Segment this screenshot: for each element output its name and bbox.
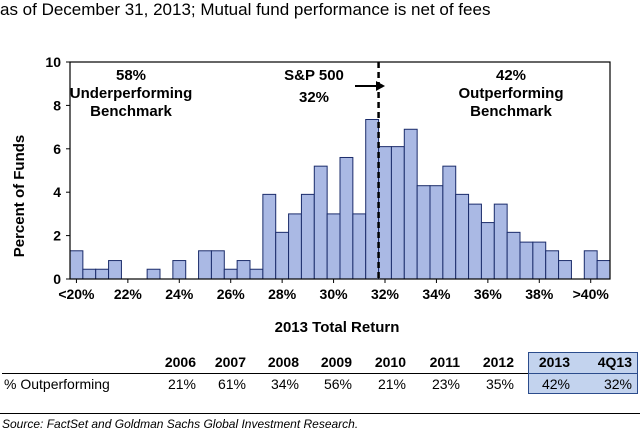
x-tick-label: <20% <box>58 286 95 302</box>
histogram-bar <box>172 260 187 280</box>
x-axis-label: 2013 Total Return <box>275 319 400 336</box>
year-header: 2008 <box>267 354 299 370</box>
histogram-bar <box>390 146 405 280</box>
x-tick-label: 34% <box>422 286 451 302</box>
plot-frame <box>69 61 611 280</box>
histogram-bar <box>146 268 161 280</box>
histogram-bar <box>506 231 521 280</box>
histogram-bar <box>365 119 380 280</box>
histogram-bar <box>468 203 482 280</box>
year-header: 2011 <box>429 354 460 370</box>
histogram-bar <box>455 193 470 280</box>
table-cell: 56% <box>323 376 352 392</box>
right-annotation-line2: Benchmark <box>470 103 552 120</box>
histogram-bar <box>378 146 392 280</box>
y-tick-label: 2 <box>53 228 61 244</box>
histogram-bar <box>519 241 534 280</box>
histogram-bar <box>352 213 367 280</box>
x-tick-label: 28% <box>268 286 297 302</box>
table-header-row: 2006 2007 2008 2009 2010 2011 2012 2013 … <box>0 352 640 372</box>
center-annotation-line1: S&P 500 <box>284 67 344 84</box>
histogram-bar <box>532 241 547 280</box>
histogram-bar <box>95 268 110 280</box>
histogram-bar <box>416 185 431 280</box>
histogram-bar <box>69 250 84 280</box>
left-annotation-pct: 58% <box>116 67 146 84</box>
histogram-bar <box>236 260 251 280</box>
year-header: 2012 <box>482 354 514 370</box>
histogram-bar <box>442 165 457 280</box>
x-tick-label: >40% <box>573 286 610 302</box>
histogram-bar <box>82 268 97 280</box>
table-body-row: % Outperforming 21% 61% 34% 56% 21% 23% … <box>0 374 640 394</box>
year-header: 2010 <box>374 354 406 370</box>
x-tick-label: 22% <box>114 286 143 302</box>
x-tick-label: 32% <box>371 286 400 302</box>
histogram-bar <box>339 156 354 280</box>
year-header: 2007 <box>214 354 246 370</box>
year-header: 4Q13 <box>597 354 632 370</box>
source-divider <box>0 413 640 414</box>
table-cell: 21% <box>167 376 196 392</box>
chart-subtitle: as of December 31, 2013; Mutual fund per… <box>0 0 491 19</box>
histogram-bar <box>262 193 277 280</box>
histogram-bar <box>223 268 238 280</box>
histogram-bar <box>596 260 611 280</box>
histogram-bar <box>403 128 418 280</box>
x-tick-label: 38% <box>525 286 554 302</box>
table-cell: 21% <box>377 376 406 392</box>
left-annotation-line1: Underperforming <box>70 85 193 102</box>
histogram-bar <box>313 165 328 280</box>
left-annotation-line2: Benchmark <box>90 103 172 120</box>
table-cell: 42% <box>541 376 570 392</box>
right-annotation-pct: 42% <box>496 67 526 84</box>
right-annotation-line1: Outperforming <box>459 85 564 102</box>
x-tick-label: 26% <box>217 286 246 302</box>
histogram-bar <box>480 222 495 280</box>
year-header: 2006 <box>164 354 196 370</box>
histogram-bar <box>493 203 508 280</box>
histogram-chart: 0 2 4 6 8 10 <20% 22% 24% 26% 28% 30% 32% 34% 36% 38% >4… <box>11 54 611 336</box>
histogram-bar <box>108 260 122 280</box>
table-cell: 35% <box>485 376 514 392</box>
histogram-bar <box>558 260 572 280</box>
center-annotation-line2: 32% <box>299 89 329 106</box>
highlight-divider <box>528 373 638 374</box>
histogram-bar <box>249 268 264 280</box>
table-cell: 23% <box>431 376 460 392</box>
source-note: Source: FactSet and Goldman Sachs Global… <box>2 417 359 431</box>
histogram-bar <box>275 231 290 280</box>
histogram-bar <box>210 250 225 280</box>
histogram-bar <box>429 185 444 280</box>
x-tick-label: 24% <box>165 286 194 302</box>
year-header: 2009 <box>320 354 352 370</box>
x-tick-label: 36% <box>474 286 503 302</box>
histogram-bar <box>300 193 315 280</box>
histogram-bar <box>545 250 560 280</box>
histogram-bar <box>326 213 341 280</box>
y-tick-label: 6 <box>53 141 61 157</box>
y-axis-label: Percent of Funds <box>11 135 28 258</box>
table-cell: 61% <box>217 376 246 392</box>
table-rule <box>2 373 528 374</box>
row-label: % Outperforming <box>4 376 110 392</box>
y-tick-label: 0 <box>53 271 61 287</box>
histogram-bar <box>288 213 302 280</box>
table-cell: 32% <box>603 376 632 392</box>
x-tick-label: 30% <box>320 286 349 302</box>
table-cell: 34% <box>270 376 299 392</box>
year-header: 2013 <box>538 354 570 370</box>
histogram-bar <box>198 250 212 280</box>
y-tick-label: 10 <box>45 54 61 70</box>
histogram-bar <box>583 250 598 280</box>
y-tick-label: 8 <box>53 97 61 113</box>
y-tick-label: 4 <box>53 184 61 200</box>
